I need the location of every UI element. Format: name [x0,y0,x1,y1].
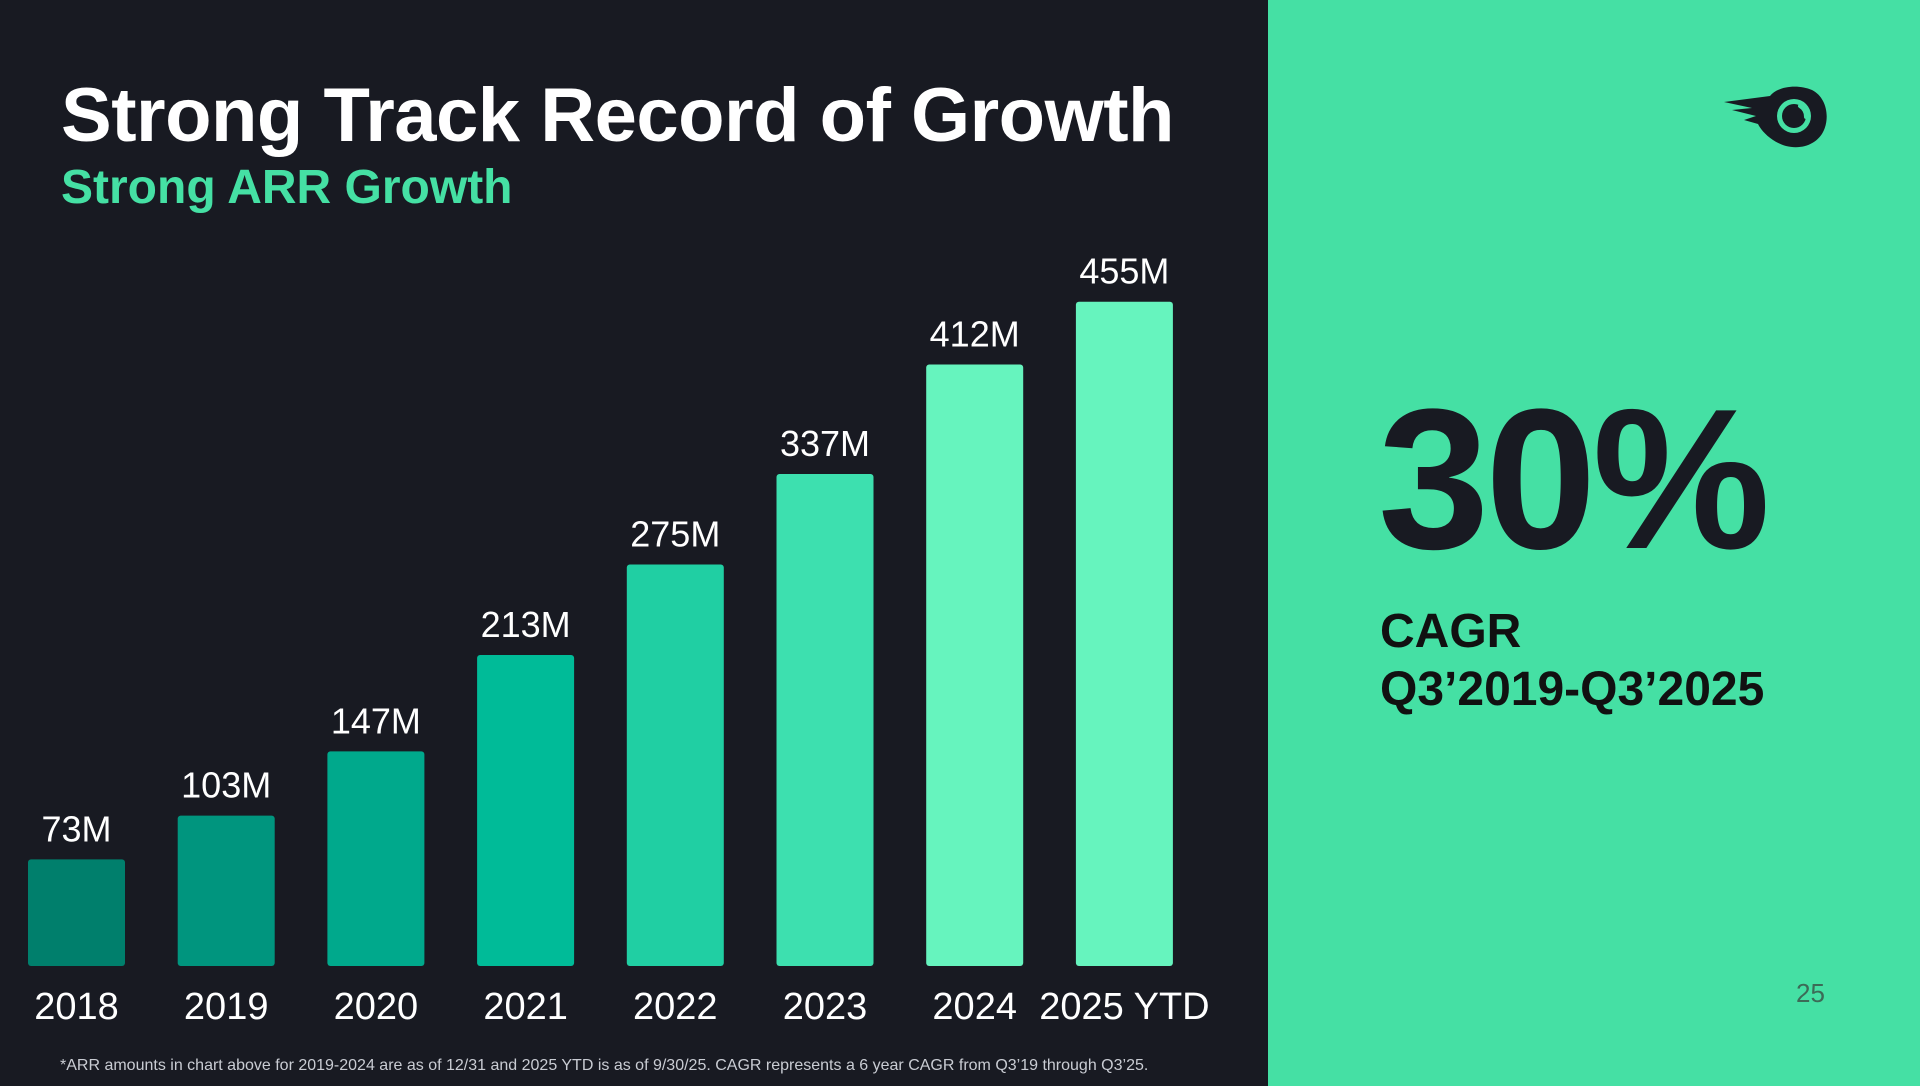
data-label: 455M [1079,251,1169,292]
bar-2025-ytd [1075,301,1173,966]
chart-subtitle: Strong ARR Growth [61,161,513,214]
x-tick-label: 2024 [932,986,1017,1028]
data-label: 147M [331,700,421,741]
footnote: *ARR amounts in chart above for 2019-202… [60,1057,1149,1074]
data-label: 412M [930,313,1020,354]
bar-2022 [626,564,724,966]
data-label: 103M [181,765,271,806]
slide-title: Strong Track Record of Growth [61,73,1174,158]
bar-2019 [177,815,275,966]
bar-2021 [477,655,575,966]
data-label: 73M [41,808,111,849]
semrush-logo-icon [1724,86,1827,148]
page-number: 25 [1796,978,1825,1008]
x-tick-label: 2019 [184,986,269,1028]
x-tick-label: 2025 YTD [1039,986,1209,1028]
bar-2024 [926,364,1024,967]
data-label: 337M [780,423,870,464]
right-panel [1268,0,1920,1086]
cagr-period: Q3’2019-Q3’2025 [1380,663,1765,716]
bar-2018 [28,859,125,966]
x-tick-label: 2018 [34,986,119,1028]
bar-2020 [327,751,425,966]
cagr-label-line1: CAGR [1380,605,1522,658]
cagr-label: CAGR Q3’2019-Q3’2025 [1380,603,1764,719]
data-label: 213M [481,604,571,645]
x-tick-label: 2020 [334,986,419,1028]
arr-bar-chart: 73M 2018 103M 2019 147M 2020 213M 2021 275M 2022 3… [28,251,1210,1028]
x-tick-label: 2023 [783,986,868,1028]
cagr-value: 30% [1378,368,1770,591]
x-tick-label: 2022 [633,986,718,1028]
data-label: 275M [630,514,720,555]
x-tick-label: 2021 [483,986,568,1028]
bar-2023 [776,473,874,966]
